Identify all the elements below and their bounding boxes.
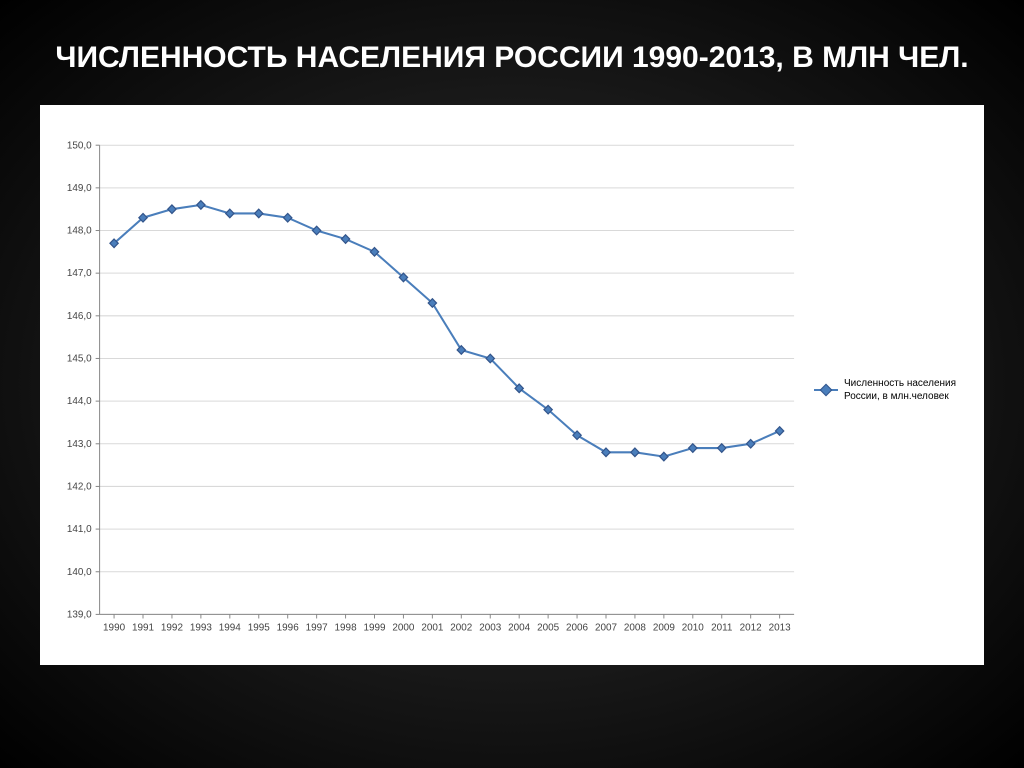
svg-text:2013: 2013 — [769, 623, 791, 634]
svg-text:144,0: 144,0 — [67, 396, 92, 407]
svg-text:2011: 2011 — [711, 623, 733, 634]
chart-plot-area: 139,0 140,0 141,0 142,0 143,0 144,0 145,0 146,0… — [50, 135, 804, 645]
svg-text:143,0: 143,0 — [67, 439, 92, 450]
svg-text:2005: 2005 — [537, 623, 559, 634]
svg-text:2010: 2010 — [682, 623, 704, 634]
svg-text:1994: 1994 — [219, 623, 241, 634]
legend-marker — [814, 389, 838, 391]
svg-text:1995: 1995 — [248, 623, 270, 634]
svg-text:2002: 2002 — [450, 623, 472, 634]
svg-text:2004: 2004 — [508, 623, 530, 634]
svg-text:1999: 1999 — [363, 623, 385, 634]
legend-label: Численность населения России, в млн.чело… — [844, 377, 974, 403]
svg-text:1998: 1998 — [335, 623, 357, 634]
svg-text:140,0: 140,0 — [67, 567, 92, 578]
svg-text:2008: 2008 — [624, 623, 646, 634]
svg-text:147,0: 147,0 — [67, 268, 92, 279]
svg-text:2003: 2003 — [479, 623, 501, 634]
svg-text:139,0: 139,0 — [67, 609, 92, 620]
svg-text:149,0: 149,0 — [67, 183, 92, 194]
svg-text:141,0: 141,0 — [67, 524, 92, 535]
svg-text:2001: 2001 — [421, 623, 443, 634]
svg-text:145,0: 145,0 — [67, 353, 92, 364]
svg-text:1992: 1992 — [161, 623, 183, 634]
svg-text:2006: 2006 — [566, 623, 588, 634]
svg-text:2009: 2009 — [653, 623, 675, 634]
svg-text:142,0: 142,0 — [67, 481, 92, 492]
svg-text:1990: 1990 — [103, 623, 125, 634]
svg-text:1996: 1996 — [277, 623, 299, 634]
svg-text:2007: 2007 — [595, 623, 617, 634]
slide-title: ЧИСЛЕННОСТЬ НАСЕЛЕНИЯ РОССИИ 1990-2013, … — [0, 0, 1024, 95]
chart-svg: 139,0 140,0 141,0 142,0 143,0 144,0 145,0 146,0… — [50, 135, 804, 645]
svg-text:1993: 1993 — [190, 623, 212, 634]
svg-text:1997: 1997 — [306, 623, 328, 634]
svg-text:1991: 1991 — [132, 623, 154, 634]
chart-panel: 139,0 140,0 141,0 142,0 143,0 144,0 145,0 146,0… — [40, 105, 984, 665]
chart-legend: Численность населения России, в млн.чело… — [804, 377, 974, 403]
svg-text:2000: 2000 — [392, 623, 414, 634]
svg-text:146,0: 146,0 — [67, 311, 92, 322]
svg-text:150,0: 150,0 — [67, 140, 92, 151]
svg-text:2012: 2012 — [740, 623, 762, 634]
svg-text:148,0: 148,0 — [67, 225, 92, 236]
